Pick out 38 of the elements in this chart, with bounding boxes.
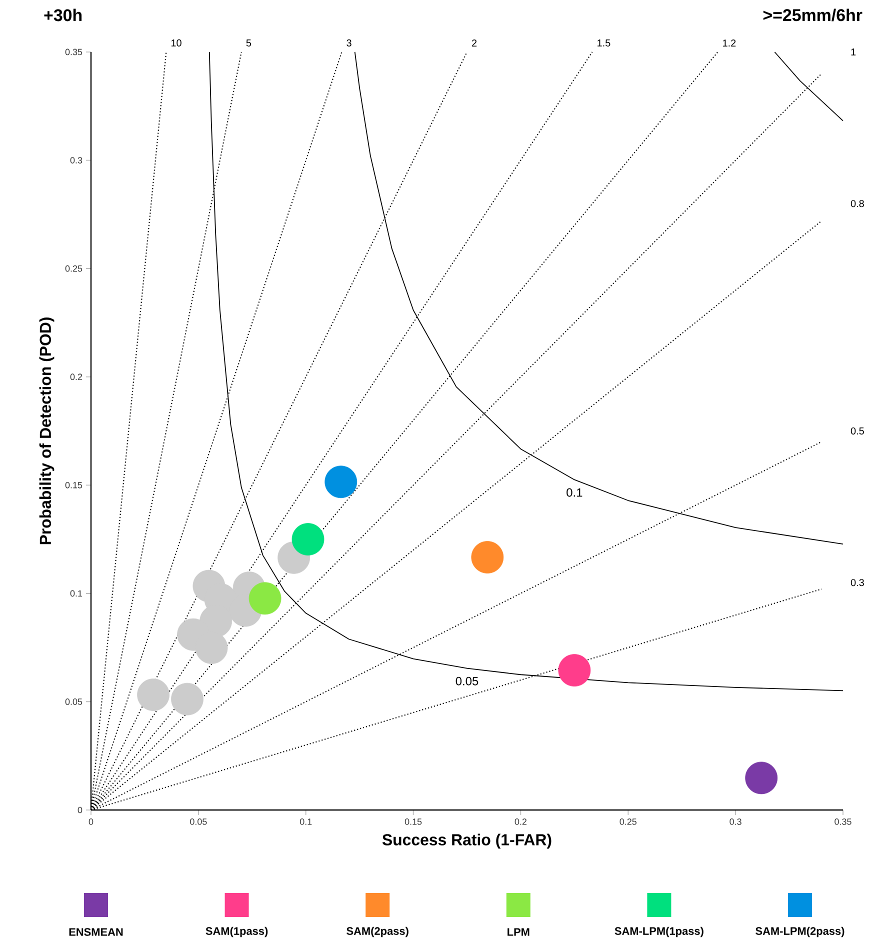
- legend-label: SAM(1pass): [206, 926, 268, 938]
- annotation: 0.1: [566, 488, 582, 497]
- y-tick-label: 0.35: [65, 48, 82, 56]
- annotation: 2: [472, 40, 477, 46]
- annotation: 3: [346, 39, 352, 46]
- x-tick-label: 0.15: [404, 818, 422, 825]
- y-tick-label: 0: [78, 806, 82, 814]
- x-tick-label: 0.1: [300, 818, 312, 825]
- chart-title: +30h: [44, 8, 82, 22]
- legend-label: SAM-LPM(2pass): [756, 926, 844, 938]
- legend-label: LPM: [508, 928, 530, 936]
- text: 0.3: [850, 579, 864, 586]
- legend-label: SAM-LPM(1pass): [614, 926, 704, 938]
- annotation: 1.5: [598, 40, 610, 46]
- text: 0.5: [850, 427, 864, 435]
- y-tick-label: 0.2: [70, 374, 82, 380]
- x-tick-label: 0.35: [834, 818, 852, 825]
- x-axis-title: Success Ratio (1-FAR): [382, 834, 552, 849]
- text: 1: [851, 48, 856, 56]
- annotation: 1.2: [723, 40, 736, 46]
- x-tick-label: 0: [88, 818, 94, 825]
- annotation: 5: [246, 40, 252, 46]
- y-tick-label: 0.25: [65, 265, 82, 272]
- x-tick-label: 0.2: [514, 818, 526, 825]
- annotation: 0.05: [456, 676, 478, 686]
- y-tick-label: 0.3: [70, 157, 82, 164]
- annotation: 10: [171, 39, 182, 46]
- y-axis-title: Probability of Detection (POD): [39, 318, 54, 544]
- chart-subtitle: >=25mm/6hr: [763, 8, 862, 22]
- x-tick-label: 0.25: [620, 818, 636, 825]
- x-tick-label: 0.3: [730, 818, 742, 825]
- y-tick-label: 0.05: [65, 698, 82, 705]
- x-tick-label: 0.05: [190, 818, 207, 825]
- text: 0.8: [850, 200, 864, 208]
- legend-label: ENSMEAN: [69, 928, 123, 936]
- y-tick-label: 0.1: [70, 590, 82, 597]
- legend-label: SAM(2pass): [346, 926, 408, 938]
- y-tick-label: 0.15: [65, 482, 82, 488]
